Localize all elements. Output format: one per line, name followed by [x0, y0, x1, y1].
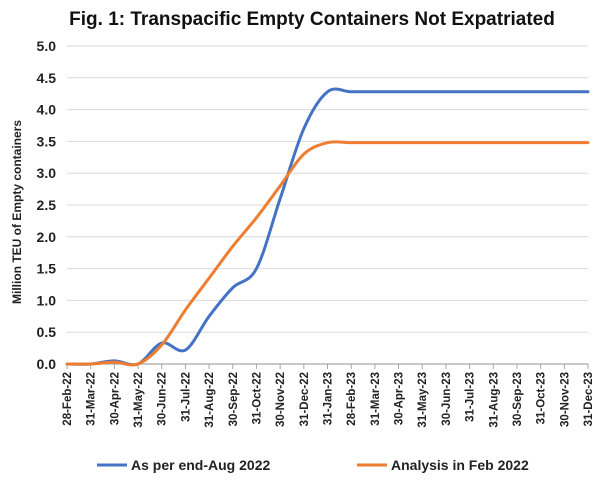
- x-tick-label: 30-Nov-23: [559, 372, 571, 427]
- x-tick-label: 30-Sep-23: [512, 372, 524, 426]
- y-tick-label: 0.5: [37, 324, 57, 340]
- y-tick-label: 1.0: [37, 292, 57, 308]
- x-tick-labels: 28-Feb-22 31-Mar-22 30-Apr-22 31-May-22 30-J…: [62, 372, 595, 428]
- x-tick-label: 31-Aug-22: [204, 372, 216, 428]
- x-tick-label: 28-Feb-23: [346, 372, 358, 426]
- y-tick-label: 2.0: [37, 229, 57, 245]
- x-tick-label: 30-Sep-22: [228, 372, 240, 426]
- y-tick-label: 0.0: [37, 356, 57, 372]
- x-tick-label: 31-Oct-23: [536, 372, 548, 424]
- x-tick-label: 31-May-23: [417, 372, 429, 428]
- x-tick-label: 31-Mar-23: [370, 372, 382, 426]
- legend-item-2: Analysis in Feb 2022: [357, 457, 529, 473]
- legend-label: As per end-Aug 2022: [131, 457, 270, 473]
- x-tick-label: 31-May-22: [133, 372, 145, 428]
- legend-label: Analysis in Feb 2022: [391, 457, 529, 473]
- y-tick-label: 3.5: [37, 133, 57, 149]
- y-tick-label: 3.0: [37, 165, 57, 181]
- y-tick-label: 2.5: [37, 197, 57, 213]
- series-line-2: [65, 140, 590, 367]
- x-tick-label: 31-Jul-23: [465, 372, 477, 422]
- x-tick-label: 31-Dec-22: [299, 372, 311, 426]
- x-tick-label: 31-Oct-22: [251, 372, 263, 424]
- x-tick-label: 30-Apr-23: [394, 372, 406, 425]
- x-tick-label: 30-Jun-23: [441, 372, 453, 426]
- x-tick-label: 31-Mar-22: [86, 372, 98, 426]
- y-tick-labels: 0.0 0.5 1.0 1.5 2.0 2.5 3.0 3.5 4.0 4.5 5.0: [37, 38, 57, 372]
- legend: As per end-Aug 2022 Analysis in Feb 2022: [97, 457, 529, 473]
- x-tick-label: 31-Aug-23: [488, 372, 500, 428]
- x-tick-label: 31-Dec-23: [583, 372, 595, 426]
- series-line-1: [65, 87, 590, 367]
- x-tick-label: 28-Feb-22: [62, 372, 74, 426]
- x-tick-label: 30-Apr-22: [109, 372, 121, 425]
- x-tick-label: 30-Nov-22: [275, 372, 287, 427]
- axes: [66, 363, 589, 369]
- y-axis-label: Million TEU of Empty containers: [10, 120, 24, 304]
- chart-title: Fig. 1: Transpacific Empty Containers No…: [69, 9, 555, 30]
- gridlines: [67, 45, 588, 333]
- y-tick-label: 4.0: [37, 102, 57, 118]
- legend-item-1: As per end-Aug 2022: [97, 457, 270, 473]
- y-tick-label: 1.5: [37, 261, 57, 277]
- x-tick-label: 31-Jul-22: [180, 372, 192, 422]
- series-lines: [65, 87, 590, 367]
- x-tick-label: 31-Jan-23: [323, 372, 335, 425]
- y-tick-label: 4.5: [37, 70, 57, 86]
- x-tick-label: 30-Jun-22: [157, 372, 169, 426]
- y-tick-label: 5.0: [37, 38, 57, 54]
